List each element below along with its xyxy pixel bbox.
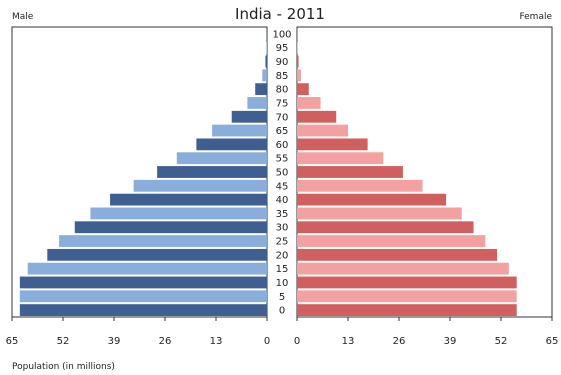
right-tick-label-52: 52 xyxy=(495,336,508,347)
age-label-5: 5 xyxy=(279,292,285,303)
x-axis-label: Population (in millions) xyxy=(12,362,115,372)
female-bar-age-85 xyxy=(297,69,301,82)
female-bar-age-80 xyxy=(297,83,309,96)
left-tick-label-39: 39 xyxy=(108,336,121,347)
male-bar-age-30 xyxy=(74,221,268,234)
right-tick-label-39: 39 xyxy=(444,336,457,347)
age-label-100: 100 xyxy=(272,29,291,40)
left-tick-label-0: 0 xyxy=(264,336,270,347)
age-label-80: 80 xyxy=(276,85,289,96)
female-bar-age-0 xyxy=(297,304,517,316)
female-bar-age-35 xyxy=(297,207,462,220)
female-bar-age-15 xyxy=(297,262,509,275)
age-label-15: 15 xyxy=(276,264,289,275)
age-label-95: 95 xyxy=(276,43,289,54)
female-bar-age-10 xyxy=(297,276,517,289)
male-bar-age-70 xyxy=(231,110,267,123)
female-bar-age-40 xyxy=(297,193,447,206)
female-bar-age-25 xyxy=(297,235,486,247)
male-bar-age-85 xyxy=(262,69,267,82)
age-label-50: 50 xyxy=(276,168,289,179)
male-bar-age-5 xyxy=(19,290,267,303)
left-tick-label-65: 65 xyxy=(6,336,19,347)
left-tick-label-26: 26 xyxy=(159,336,172,347)
female-bar-age-65 xyxy=(297,124,348,137)
male-bar-age-45 xyxy=(133,179,267,192)
age-label-70: 70 xyxy=(276,112,289,123)
male-bar-age-90 xyxy=(265,55,267,68)
male-bar-age-10 xyxy=(19,276,267,289)
age-label-90: 90 xyxy=(276,57,289,68)
male-label: Male xyxy=(12,12,34,22)
male-bar-age-25 xyxy=(59,235,268,247)
age-label-20: 20 xyxy=(276,250,289,261)
female-label: Female xyxy=(519,12,552,22)
female-bar-age-50 xyxy=(297,166,403,178)
age-label-0: 0 xyxy=(279,306,285,317)
age-label-65: 65 xyxy=(276,126,289,137)
male-bar-age-20 xyxy=(47,248,267,261)
male-bar-age-35 xyxy=(90,207,267,220)
age-label-55: 55 xyxy=(276,154,289,165)
female-bar-age-5 xyxy=(297,290,517,303)
male-bar-age-15 xyxy=(27,262,268,275)
female-bar-age-75 xyxy=(297,97,321,109)
age-label-85: 85 xyxy=(276,71,289,82)
age-label-25: 25 xyxy=(276,237,289,248)
right-tick-label-13: 13 xyxy=(342,336,355,347)
female-bar-age-60 xyxy=(297,138,368,151)
male-bar-age-75 xyxy=(247,97,267,109)
female-bar-age-90 xyxy=(297,55,299,68)
female-bar-age-55 xyxy=(297,152,384,165)
right-tick-label-26: 26 xyxy=(393,336,406,347)
right-tick-label-65: 65 xyxy=(546,336,559,347)
age-label-40: 40 xyxy=(276,195,289,206)
age-label-35: 35 xyxy=(276,209,289,220)
male-bar-age-65 xyxy=(212,124,267,137)
female-bar-age-70 xyxy=(297,110,337,123)
male-bar-age-55 xyxy=(176,152,267,165)
female-bar-age-30 xyxy=(297,221,474,234)
age-label-75: 75 xyxy=(276,98,289,109)
age-label-10: 10 xyxy=(276,278,289,289)
chart-title: India - 2011 xyxy=(235,5,325,23)
male-bar-age-80 xyxy=(255,83,267,96)
left-tick-label-13: 13 xyxy=(210,336,223,347)
female-bar-age-45 xyxy=(297,179,423,192)
male-bar-age-0 xyxy=(19,304,267,316)
male-bar-age-40 xyxy=(110,193,267,206)
age-label-60: 60 xyxy=(276,140,289,151)
male-bar-age-60 xyxy=(196,138,267,151)
male-bar-age-50 xyxy=(157,166,267,178)
age-label-30: 30 xyxy=(276,223,289,234)
age-label-45: 45 xyxy=(276,181,289,192)
left-tick-label-52: 52 xyxy=(57,336,70,347)
right-tick-label-0: 0 xyxy=(294,336,300,347)
female-bar-age-20 xyxy=(297,248,498,261)
